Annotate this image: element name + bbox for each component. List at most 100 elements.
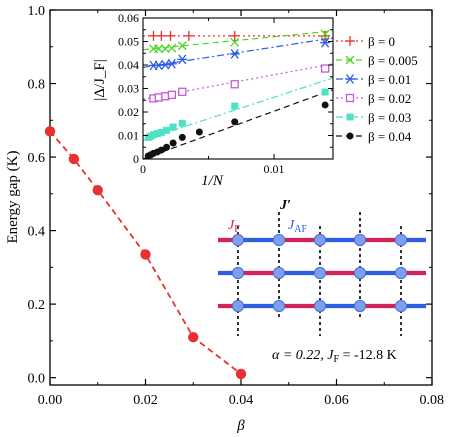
main-y-tick-label: 0.6 [28,151,46,166]
lattice-label-jf-main: J [228,218,235,233]
lattice-schematic: J′ JF JAF [218,198,426,336]
inset-x-tick-label: 0 [140,162,146,176]
main-x-tick-labels: 0.00 0.02 0.04 0.06 0.08 [38,393,444,408]
lattice-sites [231,233,408,313]
parameter-annotation-main: α = 0.22, J [272,348,334,363]
legend-item: β = 0.005 [336,53,418,68]
inset-data-point [153,130,161,138]
main-y-axis-title: Energy gap (K) [5,150,21,243]
main-x-tick-label: 0.06 [324,393,349,408]
main-x-tick-label: 0.04 [229,393,254,408]
inset-data-point [230,37,240,47]
inset-data-point [177,41,187,51]
legend-marker [345,93,355,103]
main-data-point [68,153,80,165]
legend-label: β = 0.01 [368,72,411,87]
inset-data-point [231,102,239,110]
inset-markers [144,29,331,160]
lattice-site [313,299,327,313]
main-data-point [235,368,247,380]
lattice-site [394,299,408,313]
lattice-site [231,233,245,247]
parameter-annotation-sub: F [334,354,340,365]
inset-x-tick-label: 0.01 [264,162,285,176]
legend-label: β = 0.04 [368,129,412,144]
main-data-point [92,184,103,196]
lattice-site [231,266,245,280]
inset-data-point [183,30,194,41]
lattice-site [313,266,327,280]
inset-data-point [166,58,177,69]
parameter-annotation-tail: = -12.8 K [339,348,397,363]
lattice-site [394,233,408,247]
legend-marker [346,113,354,121]
legend-label: β = 0 [368,34,395,49]
inset-data-point [167,43,177,53]
lattice-site [394,266,408,280]
legend-item: β = 0.04 [336,129,412,144]
lattice-site [272,233,286,247]
legend-marker [345,55,355,65]
inset-x-axis-title: 1/N [201,173,224,189]
main-plot: 0.00 0.02 0.04 0.06 0.08 0.00.20.40.60.81.0 … [5,4,444,434]
main-x-tick-label: 0.00 [38,393,63,408]
legend-item: β = 0 [336,34,395,49]
legend-marker [346,132,354,140]
inset-x-tick-labels: 0 0.01 [140,162,285,176]
inset-y-tick-label: 0.03 [118,82,139,96]
legend-label: β = 0.02 [368,91,411,106]
main-y-tick-label: 0.8 [28,78,46,93]
inset-data-point [169,139,177,147]
inset-data-point [178,87,187,96]
legend-marker [345,36,355,46]
inset-data-point [230,80,239,89]
inset-y-axis-title: |Δ/J_F| [92,59,108,101]
lattice-site [353,299,367,313]
inset-fit-line [142,89,334,160]
main-data-point [188,332,199,343]
inset-data-point [167,90,176,99]
lattice-site [272,266,286,280]
inset-data-point [195,128,203,136]
inset-data-point [229,30,240,41]
inset-data-point [231,118,239,126]
legend-item: β = 0.02 [336,91,411,106]
inset-y-tick-label: 0.05 [118,35,139,49]
lattice-site [272,299,286,313]
inset-y-tick-label: 0.04 [118,58,139,72]
lattice-label-jaf-sub: AF [294,224,307,235]
inset-data-point [169,123,177,131]
inset-data-point [229,49,240,59]
inset-data-point [320,29,330,39]
inset-data-point [320,64,330,73]
inset-data-point [320,37,331,48]
lattice-label-jaf: JAF [288,218,307,235]
lattice-site [313,233,327,247]
inset-data-point [177,54,188,65]
main-series [44,126,247,380]
main-y-tick-label: 1.0 [28,4,46,19]
lattice-label-jprime: J′ [279,198,291,213]
main-y-tick-label: 0.2 [28,298,46,313]
inset-data-point [321,101,329,109]
inset-data-point [157,146,165,154]
main-x-tick-label: 0.08 [420,393,445,408]
inset-data-point [178,133,186,141]
inset-legend: β = 0 β = 0.005 β = 0.01 β = 0.02 β = 0.03 β … [336,34,418,144]
inset-fit-line [142,30,334,51]
inset-data-point [178,119,186,127]
inset-data-point [160,59,171,70]
inset-data-point [163,126,171,134]
inset-data-point [321,88,329,96]
inset-y-tick-label: 0.02 [118,105,139,119]
lattice-site [231,299,245,313]
legend-label: β = 0.03 [368,110,411,125]
main-data-point [140,249,151,260]
inset-data-point [156,30,167,41]
inset-axis-ticks [142,17,333,160]
lattice-site [353,266,367,280]
lattice-label-jf: JF [228,218,240,235]
main-y-tick-label: 0.4 [28,225,46,240]
main-y-tick-labels: 0.0 0.2 0.4 0.6 0.8 1.0 [28,4,46,387]
